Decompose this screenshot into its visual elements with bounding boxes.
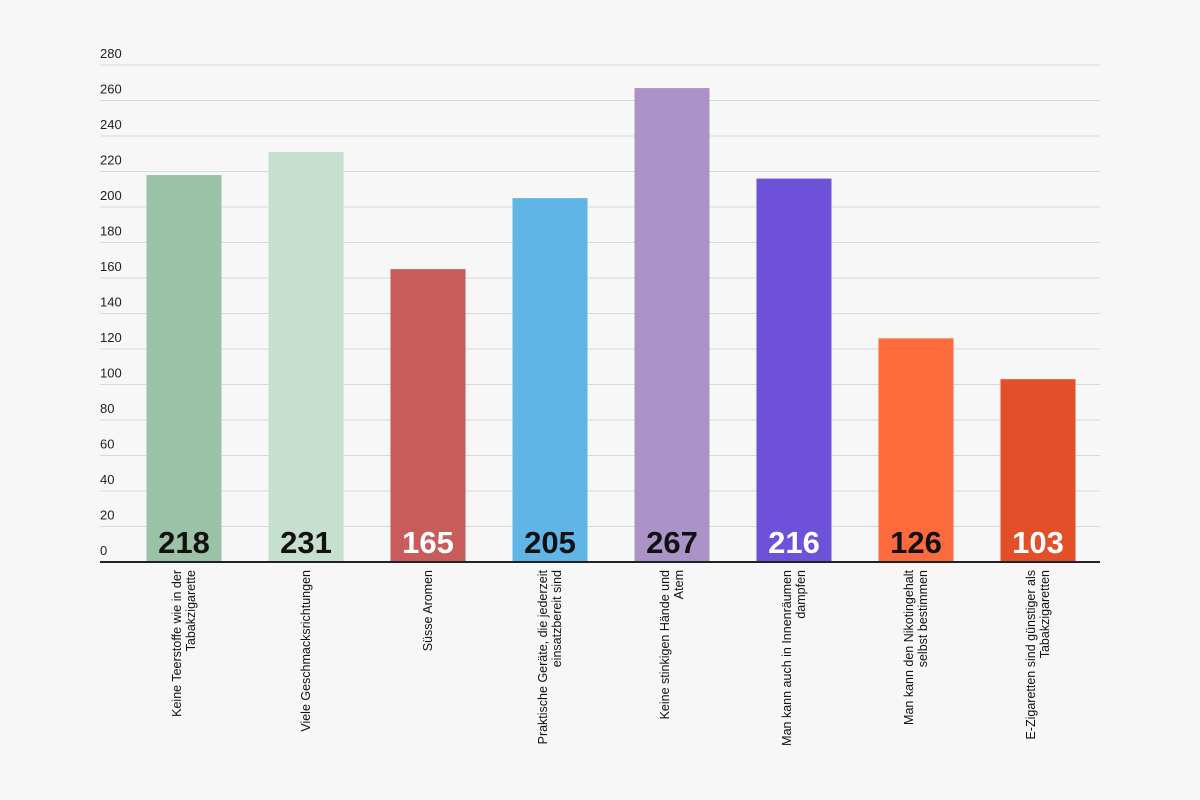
- category-label: Man kann den Nikotingehalt selbst bestimm…: [902, 569, 930, 724]
- y-tick-label: 180: [100, 224, 122, 239]
- bar: [268, 151, 344, 562]
- category-label-line: Keine stinkigen Hände und: [658, 570, 672, 719]
- gridlines: [100, 64, 1100, 527]
- category-label: Man kann auch in Innenräumen dampfen: [780, 570, 808, 746]
- data-label: 165: [402, 525, 454, 560]
- bars: [146, 88, 1076, 563]
- category-label-line: dampfen: [794, 570, 808, 619]
- category-label-line: Tabakzigarette: [184, 570, 198, 651]
- y-tick-label: 120: [100, 330, 122, 345]
- data-label: 205: [524, 525, 576, 560]
- data-label: 216: [768, 525, 820, 560]
- bar: [756, 178, 832, 562]
- data-label: 126: [890, 525, 942, 560]
- category-label-line: E-Zigaretten sind günstiger als: [1024, 570, 1038, 740]
- y-axis-ticks: 0 20 40 60 80 100 120 140 160 180 200 220 240 260 280: [100, 46, 122, 558]
- category-label-line: Tabakzigaretten: [1038, 570, 1052, 658]
- y-tick-label: 0: [100, 543, 107, 558]
- y-tick-label: 20: [100, 508, 114, 523]
- category-labels: Keine Teerstoffe wie in der Tabakzigarett…: [170, 569, 1052, 745]
- bar: [146, 175, 222, 563]
- category-label: Keine stinkigen Hände und Atem: [658, 570, 686, 719]
- data-label: 231: [280, 525, 332, 560]
- data-label: 103: [1012, 525, 1064, 560]
- data-label: 267: [646, 525, 698, 560]
- category-label-line: selbst bestimmen: [916, 570, 930, 667]
- category-label: Süsse Aromen: [421, 570, 435, 651]
- y-tick-label: 200: [100, 188, 122, 203]
- y-tick-label: 160: [100, 259, 122, 274]
- y-tick-label: 240: [100, 117, 122, 132]
- y-tick-label: 140: [100, 295, 122, 310]
- category-label: Keine Teerstoffe wie in der Tabakzigarett…: [170, 570, 198, 717]
- bar: [878, 338, 954, 562]
- category-label-line: Keine Teerstoffe wie in der: [170, 570, 184, 717]
- category-label: Viele Geschmacksrichtungen: [299, 570, 313, 732]
- y-tick-label: 60: [100, 437, 114, 452]
- y-tick-label: 260: [100, 82, 122, 97]
- category-label: Praktische Geräte, die jederzeit einsatzb…: [536, 569, 564, 744]
- category-label-line: einsatzbereit sind: [550, 570, 564, 667]
- category-label: E-Zigaretten sind günstiger als Tabakziga…: [1024, 570, 1052, 740]
- y-tick-label: 280: [100, 46, 122, 61]
- category-label-line: Viele Geschmacksrichtungen: [299, 570, 313, 732]
- category-label-line: Man kann auch in Innenräumen: [780, 570, 794, 746]
- category-label-line: Praktische Geräte, die jederzeit: [536, 569, 550, 744]
- data-label: 218: [158, 525, 210, 560]
- y-tick-label: 220: [100, 153, 122, 168]
- data-labels: 218 231 165 205 267 216 126 103: [158, 525, 1064, 560]
- category-label-line: Süsse Aromen: [421, 570, 435, 651]
- y-tick-label: 40: [100, 472, 114, 487]
- category-label-line: Atem: [672, 570, 686, 599]
- bar: [1000, 379, 1076, 562]
- y-tick-label: 100: [100, 366, 122, 381]
- bar: [634, 88, 710, 562]
- bar: [512, 198, 588, 562]
- category-label-line: Man kann den Nikotingehalt: [902, 569, 916, 724]
- y-tick-label: 80: [100, 401, 114, 416]
- bar: [390, 269, 466, 562]
